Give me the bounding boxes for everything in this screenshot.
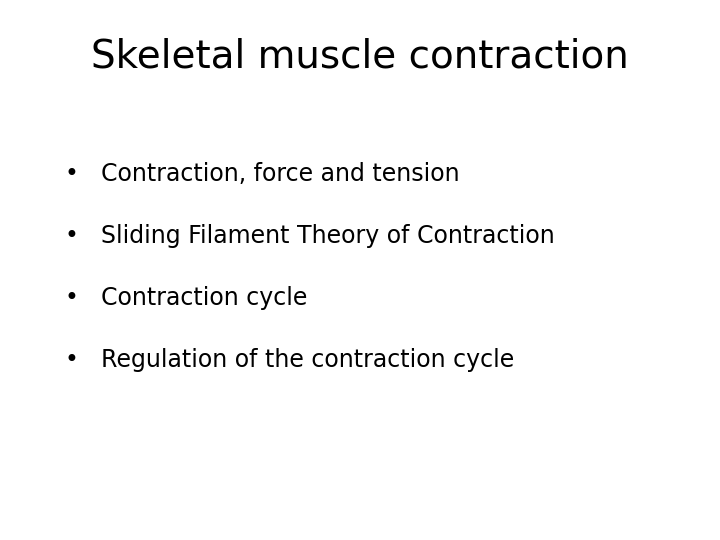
Text: •: • xyxy=(65,286,78,310)
Text: •: • xyxy=(65,162,78,186)
Text: Skeletal muscle contraction: Skeletal muscle contraction xyxy=(91,38,629,76)
Text: •: • xyxy=(65,224,78,248)
Text: •: • xyxy=(65,348,78,372)
Text: Contraction, force and tension: Contraction, force and tension xyxy=(101,162,459,186)
Text: Contraction cycle: Contraction cycle xyxy=(101,286,307,310)
Text: Sliding Filament Theory of Contraction: Sliding Filament Theory of Contraction xyxy=(101,224,554,248)
Text: Regulation of the contraction cycle: Regulation of the contraction cycle xyxy=(101,348,514,372)
